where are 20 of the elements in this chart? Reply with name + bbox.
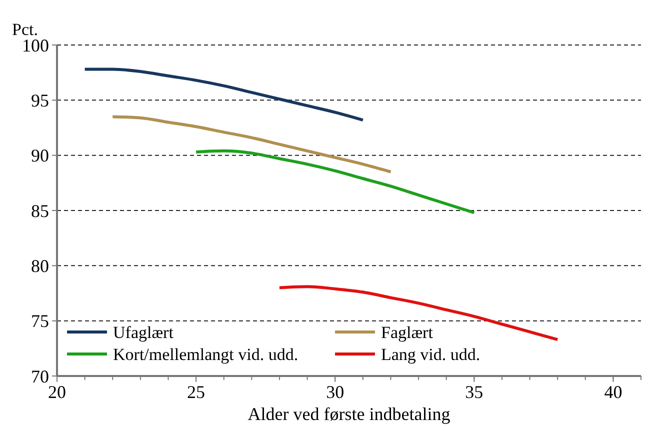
y-tick-label: 85: [31, 200, 49, 221]
x-tick-label: 30: [326, 382, 344, 402]
legend-label: Lang vid. udd.: [381, 344, 480, 364]
legend-label: Kort/mellemlangt vid. udd.: [113, 344, 298, 364]
line-series: [83, 68, 364, 122]
y-tick-label: 75: [31, 311, 49, 332]
x-tick-label: 25: [187, 382, 206, 402]
legend-label: Faglært: [381, 322, 434, 342]
line-series: [111, 115, 392, 174]
x-tick-label: 35: [465, 382, 484, 402]
x-axis-title: Alder ved første indbetaling: [248, 404, 450, 424]
x-tick-label: 20: [48, 382, 66, 402]
y-tick-label: 95: [31, 90, 49, 110]
line-series: [278, 285, 560, 342]
y-tick-label: 90: [31, 146, 49, 166]
y-tick-label: 70: [31, 366, 49, 386]
legend-label: Ufaglært: [113, 322, 174, 342]
line-series: [194, 149, 476, 214]
x-tick-label: 40: [604, 382, 622, 402]
y-tick-label: 80: [31, 256, 49, 276]
